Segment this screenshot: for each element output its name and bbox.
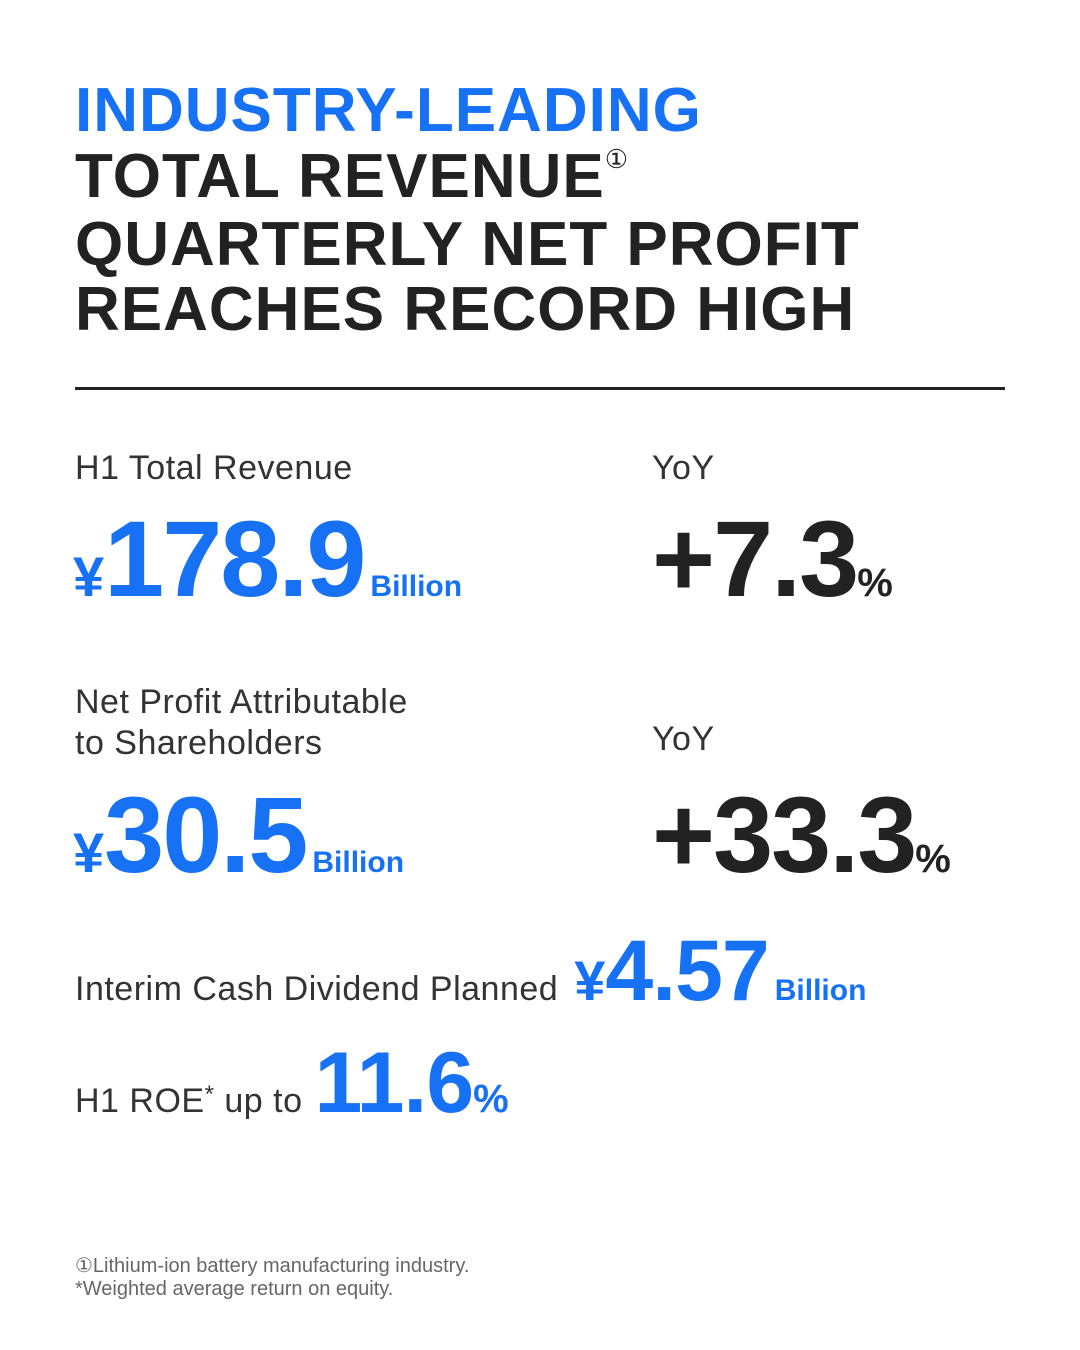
net-profit-value: ¥30.5 Billion — [73, 781, 404, 889]
unit: Billion — [774, 974, 867, 1007]
roe-row: H1 ROE* up to 11.6% — [75, 1040, 509, 1126]
label-line: to Shareholders — [75, 723, 323, 762]
value: 4.57 — [605, 923, 769, 1019]
value: +33.3 — [652, 774, 917, 895]
unit: % — [857, 561, 893, 605]
revenue-label: H1 Total Revenue — [75, 449, 353, 487]
headline-line-2: TOTAL REVENUE① — [75, 146, 629, 208]
dividend-value: ¥4.57 Billion — [574, 928, 866, 1014]
net-profit-label: Net Profit Attributable to Shareholders — [75, 682, 408, 764]
label-text: up to — [224, 1082, 303, 1120]
revenue-value: ¥178.9 Billion — [73, 505, 462, 613]
footnote-marker: ① — [604, 144, 630, 174]
footnote: *Weighted average return on equity. — [75, 1278, 394, 1300]
label-line: Net Profit Attributable — [75, 683, 408, 721]
net-profit-yoy-label: YoY — [652, 720, 715, 758]
divider — [75, 387, 1005, 390]
value: 11.6 — [314, 1035, 475, 1131]
value: +7.3 — [652, 498, 859, 619]
headline-text: TOTAL REVENUE — [75, 142, 605, 211]
headline-line-1: INDUSTRY-LEADING — [75, 76, 702, 145]
value: 178.9 — [104, 498, 366, 619]
roe-value: 11.6% — [315, 1040, 509, 1126]
dividend-row: Interim Cash Dividend Planned ¥4.57 Billi… — [75, 928, 866, 1014]
unit: % — [473, 1077, 509, 1121]
headline-line-3: QUARTERLY NET PROFIT — [75, 210, 860, 279]
unit: Billion — [312, 846, 405, 879]
currency-symbol: ¥ — [574, 949, 606, 1012]
label-text: H1 ROE — [75, 1082, 205, 1120]
roe-label: H1 ROE* up to — [75, 1081, 303, 1122]
unit: Billion — [370, 570, 463, 603]
currency-symbol: ¥ — [73, 545, 105, 608]
footnote-marker: * — [204, 1081, 215, 1108]
revenue-yoy-label: YoY — [652, 449, 715, 487]
footnote: ①Lithium-ion battery manufacturing indus… — [75, 1255, 470, 1277]
revenue-yoy-value: +7.3% — [652, 505, 893, 613]
headline-line-4: REACHES RECORD HIGH — [75, 275, 856, 344]
net-profit-yoy-value: +33.3% — [652, 781, 951, 889]
value: 30.5 — [104, 774, 308, 895]
dividend-label: Interim Cash Dividend Planned — [75, 970, 559, 1008]
currency-symbol: ¥ — [73, 821, 105, 884]
unit: % — [915, 837, 951, 881]
footnotes: ①Lithium-ion battery manufacturing indus… — [75, 1255, 469, 1301]
